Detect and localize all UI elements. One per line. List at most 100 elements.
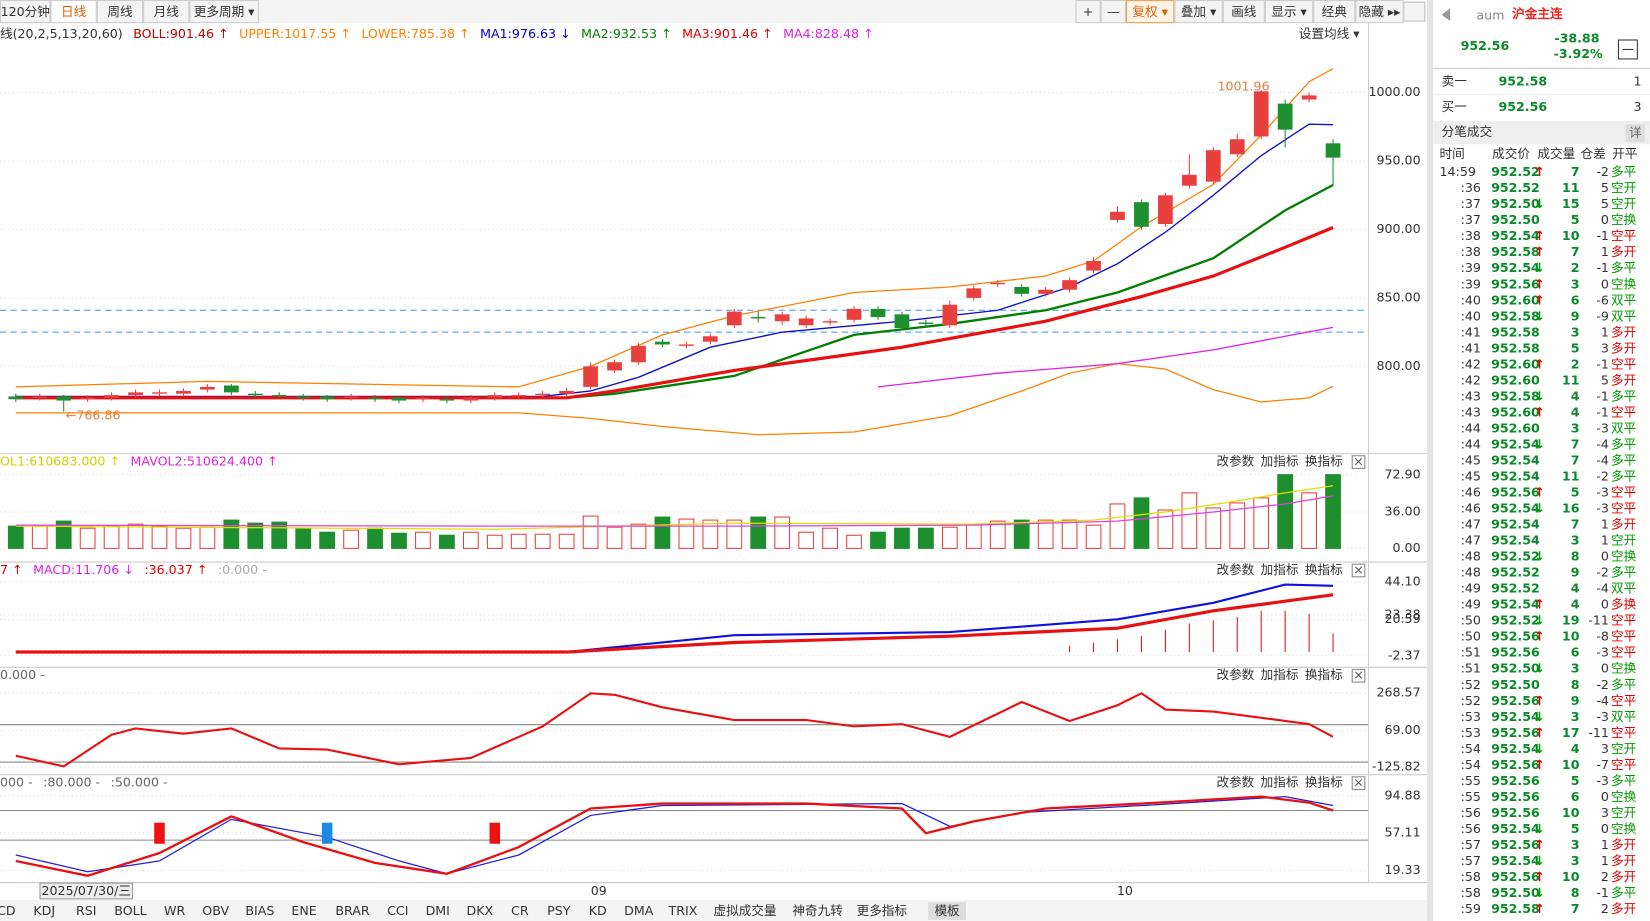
panel-button[interactable]: 加指标 bbox=[1261, 667, 1299, 682]
candle-body bbox=[367, 397, 383, 400]
tool-button[interactable] bbox=[1222, 0, 1265, 24]
trade-type: 多平 bbox=[1611, 677, 1636, 692]
trade-price: 952.52 bbox=[1491, 180, 1540, 195]
trade-oi-change: 0 bbox=[1601, 661, 1609, 676]
indicator-tab[interactable]: TRIX bbox=[668, 903, 698, 918]
tool-button[interactable] bbox=[1264, 0, 1314, 24]
indicator-tab[interactable]: PSY bbox=[547, 903, 571, 918]
panel-button[interactable]: 改参数 bbox=[1216, 667, 1254, 682]
indicator-tab[interactable]: KDJ bbox=[33, 903, 55, 918]
close-box[interactable] bbox=[1351, 668, 1366, 683]
indicator-tab[interactable]: BOLL bbox=[114, 903, 146, 918]
indicator-tab[interactable]: 模板 bbox=[934, 903, 960, 918]
candle-body bbox=[391, 397, 407, 401]
trade-volume: 7 bbox=[1571, 901, 1580, 916]
candle-body bbox=[511, 395, 527, 397]
period-label[interactable]: 120分钟 bbox=[1, 4, 50, 19]
period-label[interactable]: 周线 bbox=[107, 4, 133, 19]
trade-type: 空平 bbox=[1611, 501, 1636, 516]
close-icon[interactable]: × bbox=[1353, 562, 1364, 577]
y-tick-label: 23.38 bbox=[1384, 606, 1420, 621]
panel-button[interactable]: 换指标 bbox=[1305, 562, 1343, 577]
back-arrow[interactable] bbox=[1441, 8, 1451, 22]
indicator-tab[interactable]: ENE bbox=[291, 903, 316, 918]
panel-button[interactable]: 改参数 bbox=[1216, 775, 1254, 790]
tool-button[interactable] bbox=[1075, 0, 1101, 24]
close-icon[interactable]: × bbox=[1353, 454, 1364, 469]
indicator-tab[interactable]: 神奇九转 bbox=[792, 903, 843, 918]
tool-button[interactable] bbox=[1355, 0, 1404, 24]
fullscreen-icon[interactable] bbox=[1403, 1, 1426, 22]
close-box[interactable] bbox=[1351, 455, 1366, 469]
trade-time: :44 bbox=[1461, 436, 1481, 451]
indicator-tab[interactable]: DMI bbox=[426, 903, 450, 918]
detail-label[interactable]: 详 bbox=[1629, 125, 1642, 140]
tool-button[interactable] bbox=[1174, 0, 1223, 24]
panel-button[interactable]: 加指标 bbox=[1261, 454, 1299, 469]
indicator-tab[interactable]: BRAR bbox=[335, 903, 370, 918]
tool-button[interactable] bbox=[1313, 0, 1356, 24]
tool-label[interactable]: + bbox=[1083, 4, 1094, 19]
indicator-tab[interactable]: DKX bbox=[467, 903, 494, 918]
close-icon[interactable]: × bbox=[1353, 667, 1364, 682]
settings-button[interactable]: 设置均线 ▾ bbox=[1299, 26, 1360, 41]
trade-oi-change: -3 bbox=[1596, 420, 1609, 435]
collapse-button[interactable] bbox=[1617, 39, 1638, 60]
period-label[interactable]: 日线 bbox=[61, 4, 87, 19]
indicator-tab[interactable]: KD bbox=[589, 903, 607, 918]
tool-label[interactable]: 经典 bbox=[1322, 4, 1348, 19]
indicator-tab[interactable]: CCI bbox=[387, 903, 408, 918]
period-label[interactable]: 更多周期 ▾ bbox=[194, 4, 255, 19]
trade-price: 952.58 bbox=[1491, 324, 1540, 339]
volume-bar bbox=[918, 527, 934, 549]
tool-label[interactable]: 画线 bbox=[1231, 4, 1257, 19]
trade-price: 952.60 bbox=[1491, 292, 1540, 307]
detail-button[interactable] bbox=[1625, 124, 1645, 143]
volume-bar bbox=[822, 527, 838, 549]
period-label[interactable]: 月线 bbox=[154, 4, 180, 19]
indicator-tab[interactable]: OBV bbox=[202, 903, 229, 918]
tool-button[interactable] bbox=[1125, 0, 1175, 24]
period-button[interactable] bbox=[0, 0, 51, 24]
trade-volume: 6 bbox=[1571, 292, 1580, 307]
period-button[interactable] bbox=[143, 0, 190, 24]
panel-button[interactable]: 加指标 bbox=[1261, 562, 1299, 577]
trade-oi-change: 0 bbox=[1601, 821, 1609, 836]
tool-label[interactable]: 复权 ▾ bbox=[1132, 4, 1168, 19]
indicator-tab[interactable]: BIAS bbox=[245, 903, 274, 918]
indicator-line bbox=[15, 796, 1334, 875]
indicator-tab[interactable]: CR bbox=[511, 903, 529, 918]
candle-body bbox=[176, 390, 191, 394]
trade-type: 多平 bbox=[1611, 436, 1636, 451]
candle-body bbox=[223, 385, 239, 393]
indicator-tab[interactable]: WR bbox=[164, 903, 185, 918]
trade-type: 空平 bbox=[1611, 725, 1636, 740]
indicator-tab[interactable]: DMA bbox=[624, 903, 654, 918]
tool-label[interactable]: 隐藏 ▸▸ bbox=[1359, 4, 1402, 19]
trade-volume: 2 bbox=[1571, 260, 1580, 275]
indicator-tab[interactable]: RSI bbox=[76, 903, 96, 918]
close-icon[interactable]: × bbox=[1353, 775, 1364, 790]
panel-button[interactable]: 换指标 bbox=[1305, 454, 1343, 469]
close-box[interactable] bbox=[1351, 563, 1366, 578]
period-button[interactable] bbox=[96, 0, 144, 24]
close-box[interactable] bbox=[1351, 776, 1366, 790]
indicator-line bbox=[15, 226, 1334, 400]
period-button[interactable] bbox=[50, 0, 97, 24]
tool-label[interactable]: 显示 ▾ bbox=[1271, 4, 1307, 19]
panel-button[interactable]: 改参数 bbox=[1216, 454, 1254, 469]
trade-type: 多开 bbox=[1611, 517, 1636, 532]
panel-button[interactable]: 加指标 bbox=[1261, 775, 1299, 790]
trade-arrow: ↑ bbox=[1534, 725, 1545, 740]
panel-button[interactable]: 换指标 bbox=[1305, 667, 1343, 682]
tool-label[interactable]: 叠加 ▾ bbox=[1181, 4, 1217, 19]
panel-button[interactable]: 改参数 bbox=[1216, 562, 1254, 577]
tool-button[interactable] bbox=[1100, 0, 1126, 24]
tool-label[interactable]: — bbox=[1107, 4, 1120, 19]
indicator-tab[interactable]: CD bbox=[0, 903, 16, 918]
period-button[interactable] bbox=[189, 0, 259, 24]
indicator-tab[interactable]: 更多指标 bbox=[857, 903, 908, 918]
panel-button[interactable]: 换指标 bbox=[1305, 775, 1343, 790]
trade-volume: 4 bbox=[1571, 741, 1580, 756]
indicator-tab[interactable]: 虚拟成交量 bbox=[713, 903, 776, 918]
